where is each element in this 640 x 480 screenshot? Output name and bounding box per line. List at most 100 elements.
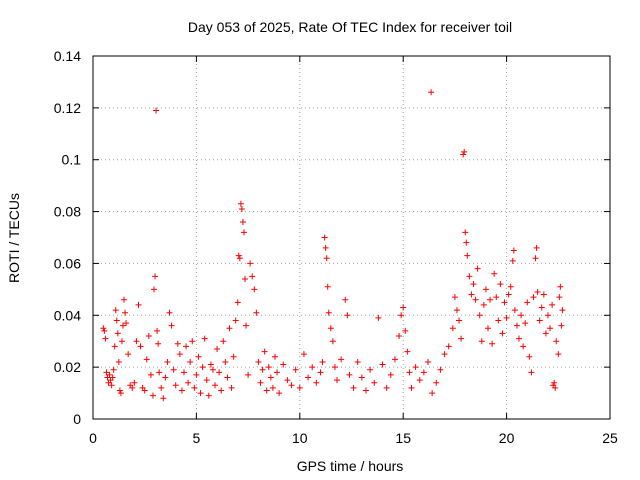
data-point bbox=[321, 234, 328, 241]
data-point bbox=[257, 379, 264, 386]
data-point bbox=[445, 343, 452, 350]
data-point bbox=[484, 325, 491, 332]
data-point bbox=[493, 294, 500, 301]
data-point bbox=[551, 379, 558, 386]
data-point bbox=[555, 351, 562, 358]
data-point bbox=[170, 366, 177, 373]
data-point bbox=[103, 369, 110, 376]
data-point bbox=[402, 327, 409, 334]
data-point bbox=[154, 327, 161, 334]
data-point bbox=[224, 374, 231, 381]
data-point bbox=[383, 384, 390, 391]
data-point bbox=[235, 252, 242, 259]
data-point bbox=[425, 358, 432, 365]
data-point bbox=[247, 260, 254, 267]
data-point bbox=[553, 338, 560, 345]
data-point bbox=[505, 291, 512, 298]
data-point bbox=[214, 345, 221, 352]
data-point bbox=[491, 270, 498, 277]
x-tick-label: 15 bbox=[395, 430, 411, 446]
data-point bbox=[226, 325, 233, 332]
y-axis-label: ROTI / TECUs bbox=[6, 193, 22, 283]
data-point bbox=[533, 244, 540, 251]
data-point bbox=[362, 387, 369, 394]
data-point bbox=[461, 148, 468, 155]
data-point bbox=[451, 294, 458, 301]
data-point bbox=[534, 288, 541, 295]
data-point bbox=[255, 358, 262, 365]
data-point bbox=[441, 351, 448, 358]
data-point bbox=[193, 371, 200, 378]
data-point bbox=[199, 364, 206, 371]
data-point bbox=[503, 314, 510, 321]
data-point bbox=[324, 283, 331, 290]
data-point bbox=[259, 366, 266, 373]
data-point bbox=[404, 348, 411, 355]
data-point bbox=[153, 107, 160, 114]
data-point bbox=[552, 384, 559, 391]
data-point bbox=[538, 304, 545, 311]
data-point bbox=[501, 299, 508, 306]
data-point bbox=[195, 353, 202, 360]
plot-frame bbox=[92, 55, 611, 420]
data-point bbox=[540, 291, 547, 298]
data-point bbox=[187, 358, 194, 365]
data-point bbox=[472, 296, 479, 303]
data-point bbox=[558, 322, 565, 329]
data-point bbox=[433, 379, 440, 386]
data-point bbox=[238, 205, 245, 212]
data-point bbox=[547, 325, 554, 332]
data-point bbox=[466, 273, 473, 280]
data-point bbox=[319, 358, 326, 365]
y-tick-label: 0.04 bbox=[54, 307, 81, 323]
data-point bbox=[305, 374, 312, 381]
y-tick-label: 0.12 bbox=[54, 100, 81, 116]
data-point bbox=[102, 335, 109, 342]
x-axis-label: GPS time / hours bbox=[297, 458, 404, 474]
data-point bbox=[557, 283, 564, 290]
data-point bbox=[101, 327, 108, 334]
data-point bbox=[300, 351, 307, 358]
data-point bbox=[520, 343, 527, 350]
data-point bbox=[137, 343, 144, 350]
data-point bbox=[346, 371, 353, 378]
y-tick-label: 0.08 bbox=[54, 204, 81, 220]
data-point bbox=[122, 309, 129, 316]
data-point bbox=[232, 317, 239, 324]
data-point bbox=[526, 353, 533, 360]
data-point bbox=[191, 384, 198, 391]
data-point bbox=[274, 369, 281, 376]
data-point bbox=[174, 340, 181, 347]
data-point bbox=[522, 320, 529, 327]
data-point bbox=[516, 335, 523, 342]
data-point bbox=[116, 387, 123, 394]
y-tick-label: 0.1 bbox=[62, 152, 82, 168]
x-tick-label: 20 bbox=[499, 430, 515, 446]
x-tick-label: 25 bbox=[602, 430, 618, 446]
data-point bbox=[162, 374, 169, 381]
data-point bbox=[113, 317, 120, 324]
data-point bbox=[456, 317, 463, 324]
data-point bbox=[220, 338, 227, 345]
data-point bbox=[203, 377, 210, 384]
data-point bbox=[350, 384, 357, 391]
y-tick-labels: 0 0.02 0.04 0.06 0.08 0.1 0.12 0.14 bbox=[54, 48, 81, 427]
data-point bbox=[207, 361, 214, 368]
data-point bbox=[325, 309, 332, 316]
y-tick-label: 0.14 bbox=[54, 48, 81, 64]
data-point bbox=[110, 366, 117, 373]
axis-ticks bbox=[92, 55, 611, 420]
data-point bbox=[106, 371, 113, 378]
data-point bbox=[147, 371, 154, 378]
data-point bbox=[416, 377, 423, 384]
data-point bbox=[212, 382, 219, 389]
data-point bbox=[111, 343, 118, 350]
x-tick-label: 10 bbox=[292, 430, 308, 446]
data-point bbox=[530, 294, 537, 301]
data-point bbox=[205, 392, 212, 399]
data-point bbox=[168, 322, 175, 329]
data-point bbox=[222, 358, 229, 365]
data-point bbox=[243, 322, 250, 329]
data-point bbox=[309, 364, 316, 371]
data-point bbox=[463, 239, 470, 246]
